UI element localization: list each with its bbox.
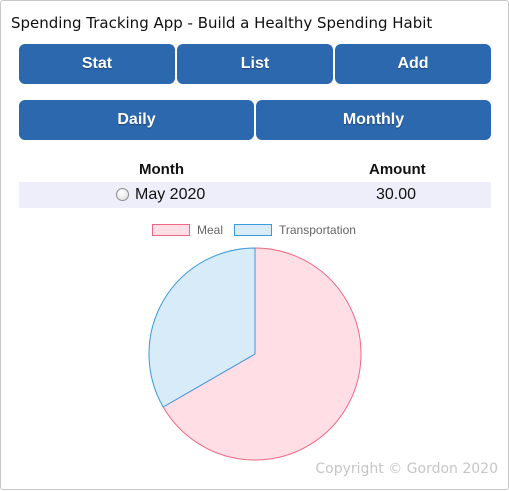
legend-item-meal[interactable]: Meal [152, 223, 223, 237]
legend-label-transportation: Transportation [279, 223, 356, 237]
copyright-text: Copyright © Gordon 2020 [315, 461, 498, 477]
list-button[interactable]: List [177, 44, 333, 84]
add-button[interactable]: Add [335, 44, 491, 84]
legend-label-meal: Meal [197, 223, 224, 237]
main-nav: Stat List Add [19, 44, 491, 84]
stat-button[interactable]: Stat [19, 44, 175, 84]
cell-month: May 2020 [135, 186, 206, 203]
period-nav: Daily Monthly [19, 100, 491, 140]
chart-legend: Meal Transportation [1, 223, 509, 241]
page-title: Spending Tracking App - Build a Healthy … [11, 14, 433, 32]
legend-swatch-transportation [234, 224, 272, 236]
column-header-month: Month [139, 161, 184, 178]
legend-swatch-meal [152, 224, 190, 236]
legend-item-transportation[interactable]: Transportation [234, 223, 356, 237]
cell-amount: 30.00 [376, 186, 417, 203]
table-header: Month Amount [19, 159, 491, 181]
pie-slice-meal[interactable] [162, 247, 362, 461]
monthly-button[interactable]: Monthly [256, 100, 491, 140]
daily-button[interactable]: Daily [19, 100, 254, 140]
row-radio[interactable] [116, 188, 129, 201]
column-header-amount: Amount [369, 161, 426, 178]
pie-slice-transportation[interactable] [148, 247, 256, 408]
table-row[interactable]: May 2020 30.00 [19, 182, 491, 208]
